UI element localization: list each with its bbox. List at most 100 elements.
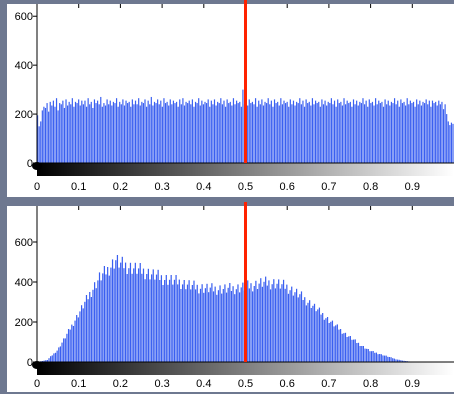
histogram-bar xyxy=(188,280,190,362)
histogram-bar xyxy=(256,106,258,163)
histogram-bar xyxy=(310,105,312,163)
histogram-bar xyxy=(41,110,43,163)
histogram-bar xyxy=(329,103,331,163)
histogram-bar xyxy=(198,293,200,362)
histogram-bar xyxy=(51,105,53,163)
intensity-gradient-bar xyxy=(37,163,454,176)
histogram-bar xyxy=(397,100,399,163)
histogram-bar xyxy=(125,100,127,163)
histogram-bar xyxy=(250,283,252,362)
histogram-bar xyxy=(388,357,391,362)
histogram-bar xyxy=(212,291,215,362)
histogram-bar xyxy=(180,104,182,163)
histogram-bar xyxy=(383,355,386,362)
histogram-bar xyxy=(300,291,303,362)
histogram-bar xyxy=(133,104,135,163)
histogram-bar xyxy=(131,99,133,163)
histogram-bar xyxy=(316,103,318,163)
histogram-bar xyxy=(261,99,263,163)
histogram-bar xyxy=(396,359,399,362)
histogram-bar xyxy=(102,273,104,362)
histogram-bar xyxy=(378,100,380,163)
histogram-bar xyxy=(155,103,157,163)
histogram-bar xyxy=(44,107,47,163)
histogram-bar xyxy=(361,346,363,362)
histogram-bar xyxy=(199,105,201,163)
histogram-bar xyxy=(237,284,239,362)
histogram-bar xyxy=(187,103,189,163)
histogram-bar xyxy=(51,355,53,362)
histogram-bar xyxy=(149,104,151,163)
histogram-bar xyxy=(223,100,225,163)
histogram-bar xyxy=(357,342,360,362)
histogram-bar xyxy=(231,105,233,163)
histogram-bar xyxy=(240,287,242,362)
histogram-bar xyxy=(217,101,219,163)
histogram-bar xyxy=(401,360,404,362)
histogram-bar xyxy=(195,289,197,362)
histogram-bar xyxy=(400,360,402,362)
histogram-bar xyxy=(299,98,301,163)
histogram-bar xyxy=(287,293,290,362)
x-tick-label: 0.6 xyxy=(280,181,295,193)
histogram-bar xyxy=(275,103,277,163)
histogram-bar xyxy=(209,287,211,362)
histogram-bar xyxy=(412,101,415,163)
histogram-bar xyxy=(160,100,162,163)
histogram-bar xyxy=(74,320,76,362)
histogram-bar xyxy=(234,104,236,163)
histogram-bar xyxy=(222,289,224,362)
histogram-bar xyxy=(194,101,197,163)
histogram-bar xyxy=(38,126,40,163)
histogram-bar xyxy=(280,98,282,163)
histogram-bar xyxy=(126,274,128,362)
histogram-bar xyxy=(214,286,216,362)
histogram-bar xyxy=(363,104,366,163)
histogram-bar xyxy=(376,104,378,163)
histogram-bar xyxy=(87,299,89,362)
histogram-bar xyxy=(227,287,229,362)
histogram-bar xyxy=(198,98,200,163)
histogram-bar xyxy=(247,280,249,362)
histogram-bar xyxy=(158,104,160,163)
x-tick-label: 0.1 xyxy=(71,378,86,390)
histogram-bar xyxy=(312,305,314,362)
y-tick-label: 400 xyxy=(15,60,33,72)
histogram-bar xyxy=(325,318,327,362)
histogram-bar xyxy=(256,289,259,362)
histogram-bar xyxy=(255,280,257,362)
histogram-bar xyxy=(296,101,298,163)
histogram-bar xyxy=(147,268,149,362)
y-tick-label: 200 xyxy=(15,109,33,121)
histogram-bar xyxy=(224,284,226,362)
histogram-bar xyxy=(430,106,432,163)
histogram-bar xyxy=(63,107,66,163)
histogram-bar xyxy=(403,101,405,163)
histogram-bar xyxy=(305,99,307,163)
histogram-bar xyxy=(326,105,328,163)
histogram-bar xyxy=(369,351,371,362)
histogram-bar xyxy=(320,314,322,362)
x-tick-label: 0.8 xyxy=(363,181,378,193)
histogram-bar xyxy=(425,99,427,163)
histogram-bar xyxy=(365,100,367,163)
histogram-bar xyxy=(100,96,102,163)
histogram-bar xyxy=(84,301,86,362)
histogram-bar xyxy=(248,288,250,362)
histogram-bar xyxy=(259,104,261,163)
histogram-bar xyxy=(155,274,158,362)
histogram-bar xyxy=(296,288,298,362)
histogram-bar xyxy=(46,360,48,362)
histogram-bar xyxy=(270,100,272,163)
histogram-bar xyxy=(288,106,290,163)
histogram-bar xyxy=(59,346,62,362)
histogram-bar xyxy=(134,262,136,362)
histogram-bar xyxy=(73,106,75,163)
histogram-bar xyxy=(373,105,375,163)
histogram-bar xyxy=(90,297,92,362)
histogram-bar xyxy=(188,100,190,163)
histogram-bar xyxy=(109,100,111,163)
x-tick-label: 0.6 xyxy=(280,378,295,390)
histogram-bar xyxy=(315,100,317,163)
histogram-bar xyxy=(59,103,61,163)
